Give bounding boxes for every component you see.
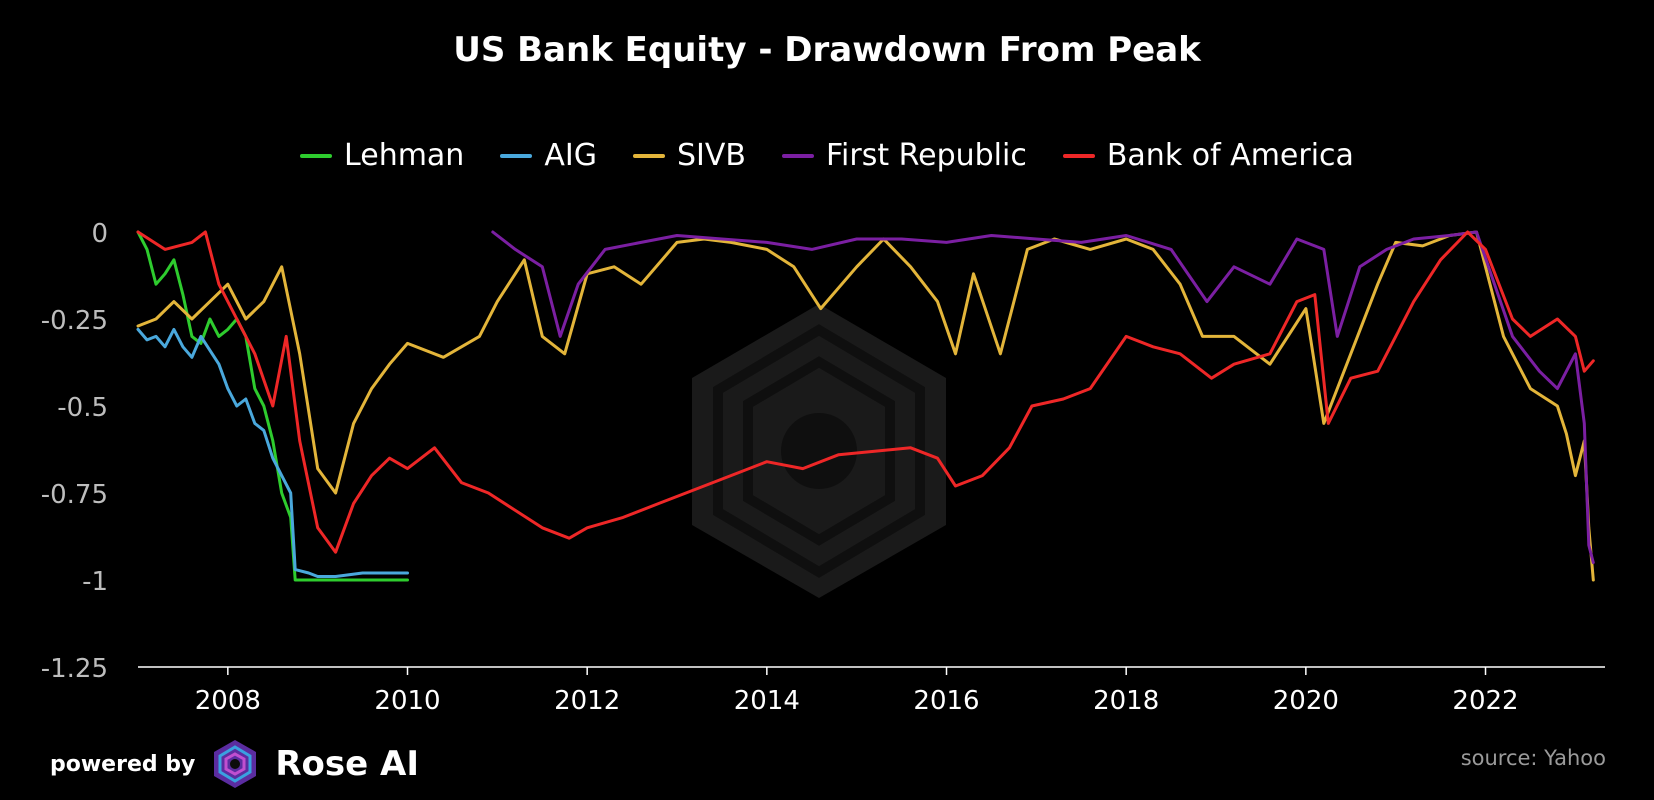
legend-swatch-sivb [632,153,665,158]
chart-title: US Bank Equity - Drawdown From Peak [453,30,1201,70]
rose-ai-logo-icon [214,740,257,788]
y-tick-label: -0.25 [41,306,108,336]
legend-label-bank-of-america: Bank of America [1106,138,1354,173]
x-tick-label: 2010 [374,686,440,716]
legend-swatch-bank-of-america [1062,153,1095,158]
watermark-icon [692,304,946,598]
legend-item-aig: AIG [500,138,597,173]
series-line-first-republic [491,230,1595,565]
legend-swatch-lehman [300,153,333,158]
series-line-aig [136,327,409,578]
legend-label-sivb: SIVB [676,138,746,173]
x-tick-label: 2020 [1273,686,1339,716]
source-label: source: Yahoo [1460,746,1606,770]
y-tick-label: -0.75 [41,480,108,510]
brand-name: Rose AI [275,744,420,784]
legend-label-lehman: Lehman [344,138,465,173]
series-line-bank-of-america [136,230,1595,554]
legend-item-first-republic: First Republic [781,138,1027,173]
series-line-sivb [136,230,1595,582]
legend-label-first-republic: First Republic [825,138,1027,173]
x-tick-label: 2012 [554,686,620,716]
y-tick-label: -1 [82,567,108,597]
y-tick-label: -1.25 [41,654,108,684]
y-tick-label: 0 [91,219,108,249]
legend: Lehman AIG SIVB First Republic Bank of A… [0,138,1654,173]
brand: powered by Rose AI [50,738,419,790]
legend-item-sivb: SIVB [632,138,746,173]
plot-layer: 0 -0.25 -0.5 -0.75 -1 -1.25 2008 2010 2012 2014 20… [41,219,1605,716]
legend-swatch-aig [500,153,533,158]
powered-by-label: powered by [50,751,196,777]
legend-label-aig: AIG [544,138,597,173]
x-tick-label: 2022 [1452,686,1518,716]
x-tick-label: 2014 [734,686,800,716]
x-tick-label: 2016 [913,686,979,716]
x-tick-label: 2008 [195,686,261,716]
legend-item-lehman: Lehman [300,138,464,173]
legend-swatch-first-republic [781,153,814,158]
legend-item-bank-of-america: Bank of America [1062,138,1354,173]
y-tick-label: -0.5 [57,393,108,423]
x-tick-label: 2018 [1093,686,1159,716]
